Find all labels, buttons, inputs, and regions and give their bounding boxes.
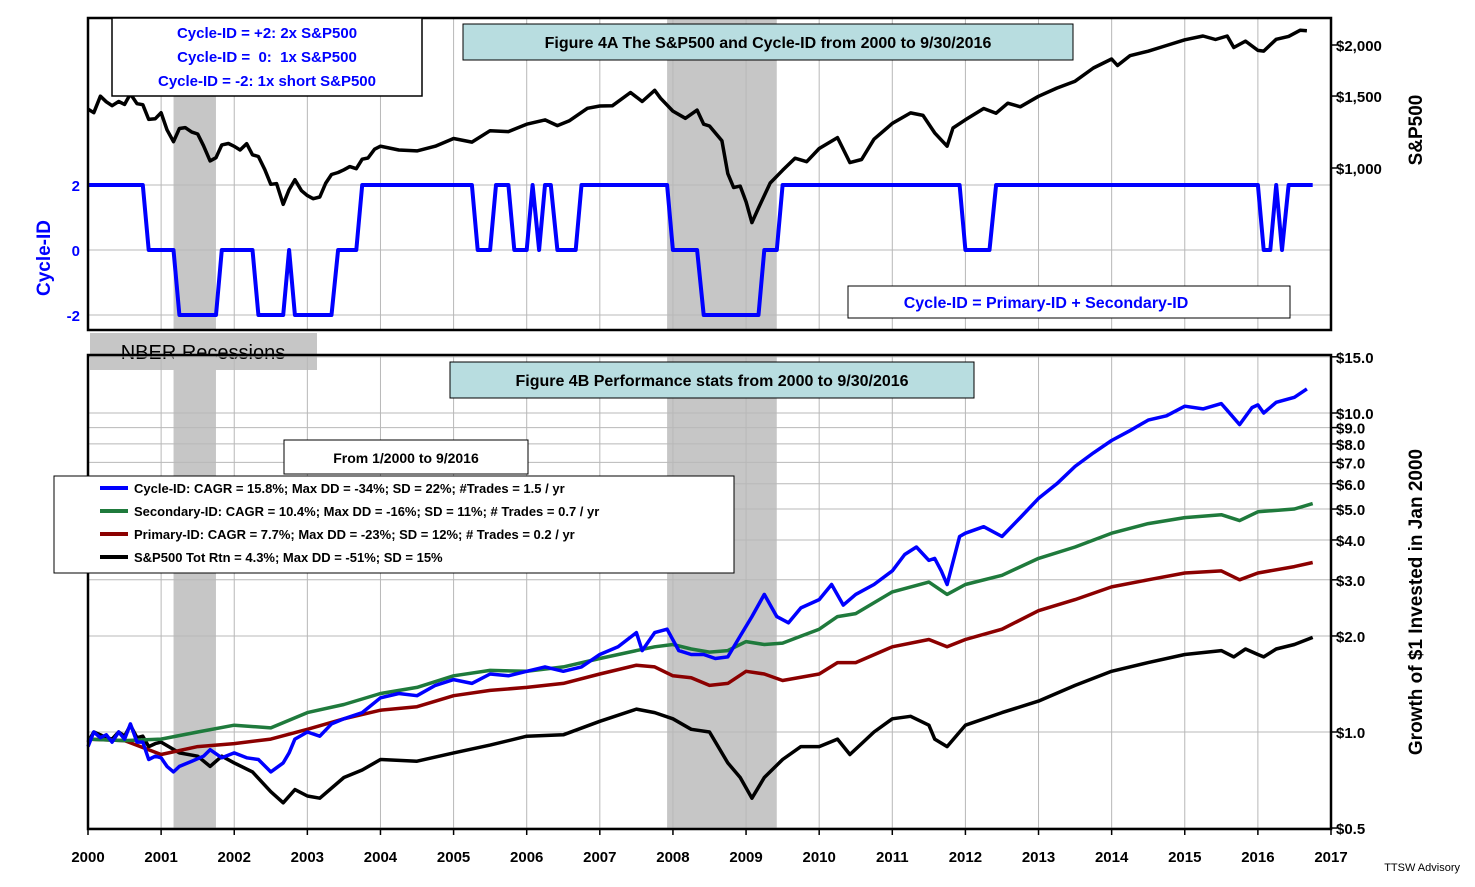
recession-band-b-0	[173, 355, 216, 829]
growth-tick-label: $2.0	[1336, 629, 1365, 646]
growth-tick-label: $9.0	[1336, 421, 1365, 438]
nber-recessions-label: NBER Recessions	[121, 342, 286, 364]
figure-4a-title-box: Figure 4A The S&P500 and Cycle-ID from 2…	[462, 23, 1074, 61]
sp500-axis: $1,000 $1,500 $2,000	[1331, 38, 1382, 178]
year-tick-label: 2007	[583, 849, 616, 866]
cycle-id-tick-label: 0	[72, 243, 80, 260]
cycle-id-tick-label: -2	[67, 308, 80, 325]
legend-entry-0: Cycle-ID: CAGR = 15.8%; Max DD = -34%; S…	[134, 481, 565, 496]
date-range-label: From 1/2000 to 9/2016	[333, 450, 479, 466]
year-tick-label: 2001	[144, 849, 177, 866]
year-tick-label: 2012	[949, 849, 982, 866]
sp500-price-line	[87, 28, 1308, 225]
year-tick-label: 2010	[802, 849, 835, 866]
growth-tick-label: $15.0	[1336, 350, 1374, 367]
legend-entry-1: Secondary-ID: CAGR = 10.4%; Max DD = -16…	[134, 504, 599, 519]
recession-band-a-1	[667, 18, 777, 330]
year-tick-label: 2008	[656, 849, 689, 866]
cycle-id-axis-label: Cycle-ID	[34, 220, 55, 296]
year-tick-label: 2005	[437, 849, 470, 866]
legend-entry-3: S&P500 Tot Rtn = 4.3%; Max DD = -51%; SD…	[134, 550, 443, 565]
figure-4b-title: Figure 4B Performance stats from 2000 to…	[515, 373, 908, 390]
cycle-id-formula-box: Cycle-ID = Primary-ID + Secondary-ID	[847, 285, 1291, 319]
figure-4a-title: Figure 4A The S&P500 and Cycle-ID from 2…	[545, 35, 992, 52]
year-tick-label: 2000	[71, 849, 104, 866]
year-tick-label: 2011	[876, 849, 909, 866]
panel-4b: $0.5 $1.0 $2.0 $3.0 $4.0 $5.0 $6.0 $7.0$8.0$9.0…	[53, 350, 1427, 866]
growth-tick-label: $10.0	[1336, 406, 1374, 423]
sp500-tick-label: $1,500	[1336, 89, 1382, 106]
sp500-tick-label: $1,000	[1336, 161, 1382, 178]
cycle-id-formula: Cycle-ID = Primary-ID + Secondary-ID	[904, 295, 1189, 312]
legend-entry-2: Primary-ID: CAGR = 7.7%; Max DD = -23%; …	[134, 527, 575, 542]
cycle-id-axis: 2 0 -2	[67, 178, 80, 325]
cycle-id-growth-line	[86, 387, 1308, 774]
growth-axis: $0.5 $1.0 $2.0 $3.0 $4.0 $5.0 $6.0 $7.0$8.0$9.0…	[1331, 350, 1374, 838]
year-tick-label: 2009	[729, 849, 762, 866]
year-tick-label: 2016	[1241, 849, 1274, 866]
year-tick-label: 2004	[364, 849, 398, 866]
sp500-axis-label: S&P500	[1406, 95, 1427, 166]
growth-tick-label: $7.0	[1336, 455, 1365, 472]
year-tick-label: 2013	[1022, 849, 1055, 866]
growth-axis-label: Growth of $1 Invested in Jan 2000	[1406, 449, 1427, 755]
date-range-box: From 1/2000 to 9/2016	[283, 439, 529, 475]
year-tick-label: 2006	[510, 849, 543, 866]
panel-4a: 20-2 $1,000$1,500$2,000 Cycle-ID S&P500 …	[34, 16, 1427, 332]
cycle-id-legend-line-3: Cycle-ID = -2: 1x short S&P500	[158, 73, 376, 90]
year-tick-label: 2002	[218, 849, 251, 866]
year-tick-label: 2014	[1095, 849, 1129, 866]
growth-tick-label: $4.0	[1336, 533, 1365, 550]
cycle-id-legend-line-1: Cycle-ID = +2: 2x S&P500	[177, 25, 357, 42]
panel-4a-series	[87, 28, 1313, 317]
growth-tick-label: $6.0	[1336, 477, 1365, 494]
year-axis: 2000 2001 2002 2003 2004 2005 2006 2007 2008 2009…	[71, 829, 1348, 866]
growth-tick-label: $0.5	[1336, 821, 1365, 838]
growth-tick-label: $5.0	[1336, 502, 1365, 519]
cycle-id-line	[88, 183, 1313, 317]
year-tick-label: 2003	[291, 849, 324, 866]
panel-4a-frame	[86, 16, 1333, 332]
cycle-id-tick-label: 2	[72, 178, 80, 195]
growth-tick-label: $1.0	[1336, 725, 1365, 742]
cycle-id-legend-box: Cycle-ID = +2: 2x S&P500 Cycle-ID = 0: 1…	[111, 17, 423, 97]
growth-tick-label: $8.0	[1336, 437, 1365, 454]
figure-4b-title-box: Figure 4B Performance stats from 2000 to…	[449, 361, 975, 399]
panel-4b-frame	[86, 353, 1333, 831]
year-tick-label: 2017	[1314, 849, 1347, 866]
year-tick-label: 2015	[1168, 849, 1201, 866]
cycle-id-legend-line-2: Cycle-ID = 0: 1x S&P500	[177, 49, 357, 66]
sp500-growth-line	[86, 635, 1314, 805]
performance-legend: Cycle-ID: CAGR = 15.8%; Max DD = -34%; S…	[53, 475, 735, 574]
sp500-tick-label: $2,000	[1336, 38, 1382, 55]
growth-tick-label: $3.0	[1336, 573, 1365, 590]
secondary-id-growth-line	[87, 501, 1314, 743]
panel-4b-series	[86, 387, 1314, 805]
recession-band-b-1	[667, 355, 777, 829]
footer-credit: TTSW Advisory	[1384, 862, 1460, 874]
